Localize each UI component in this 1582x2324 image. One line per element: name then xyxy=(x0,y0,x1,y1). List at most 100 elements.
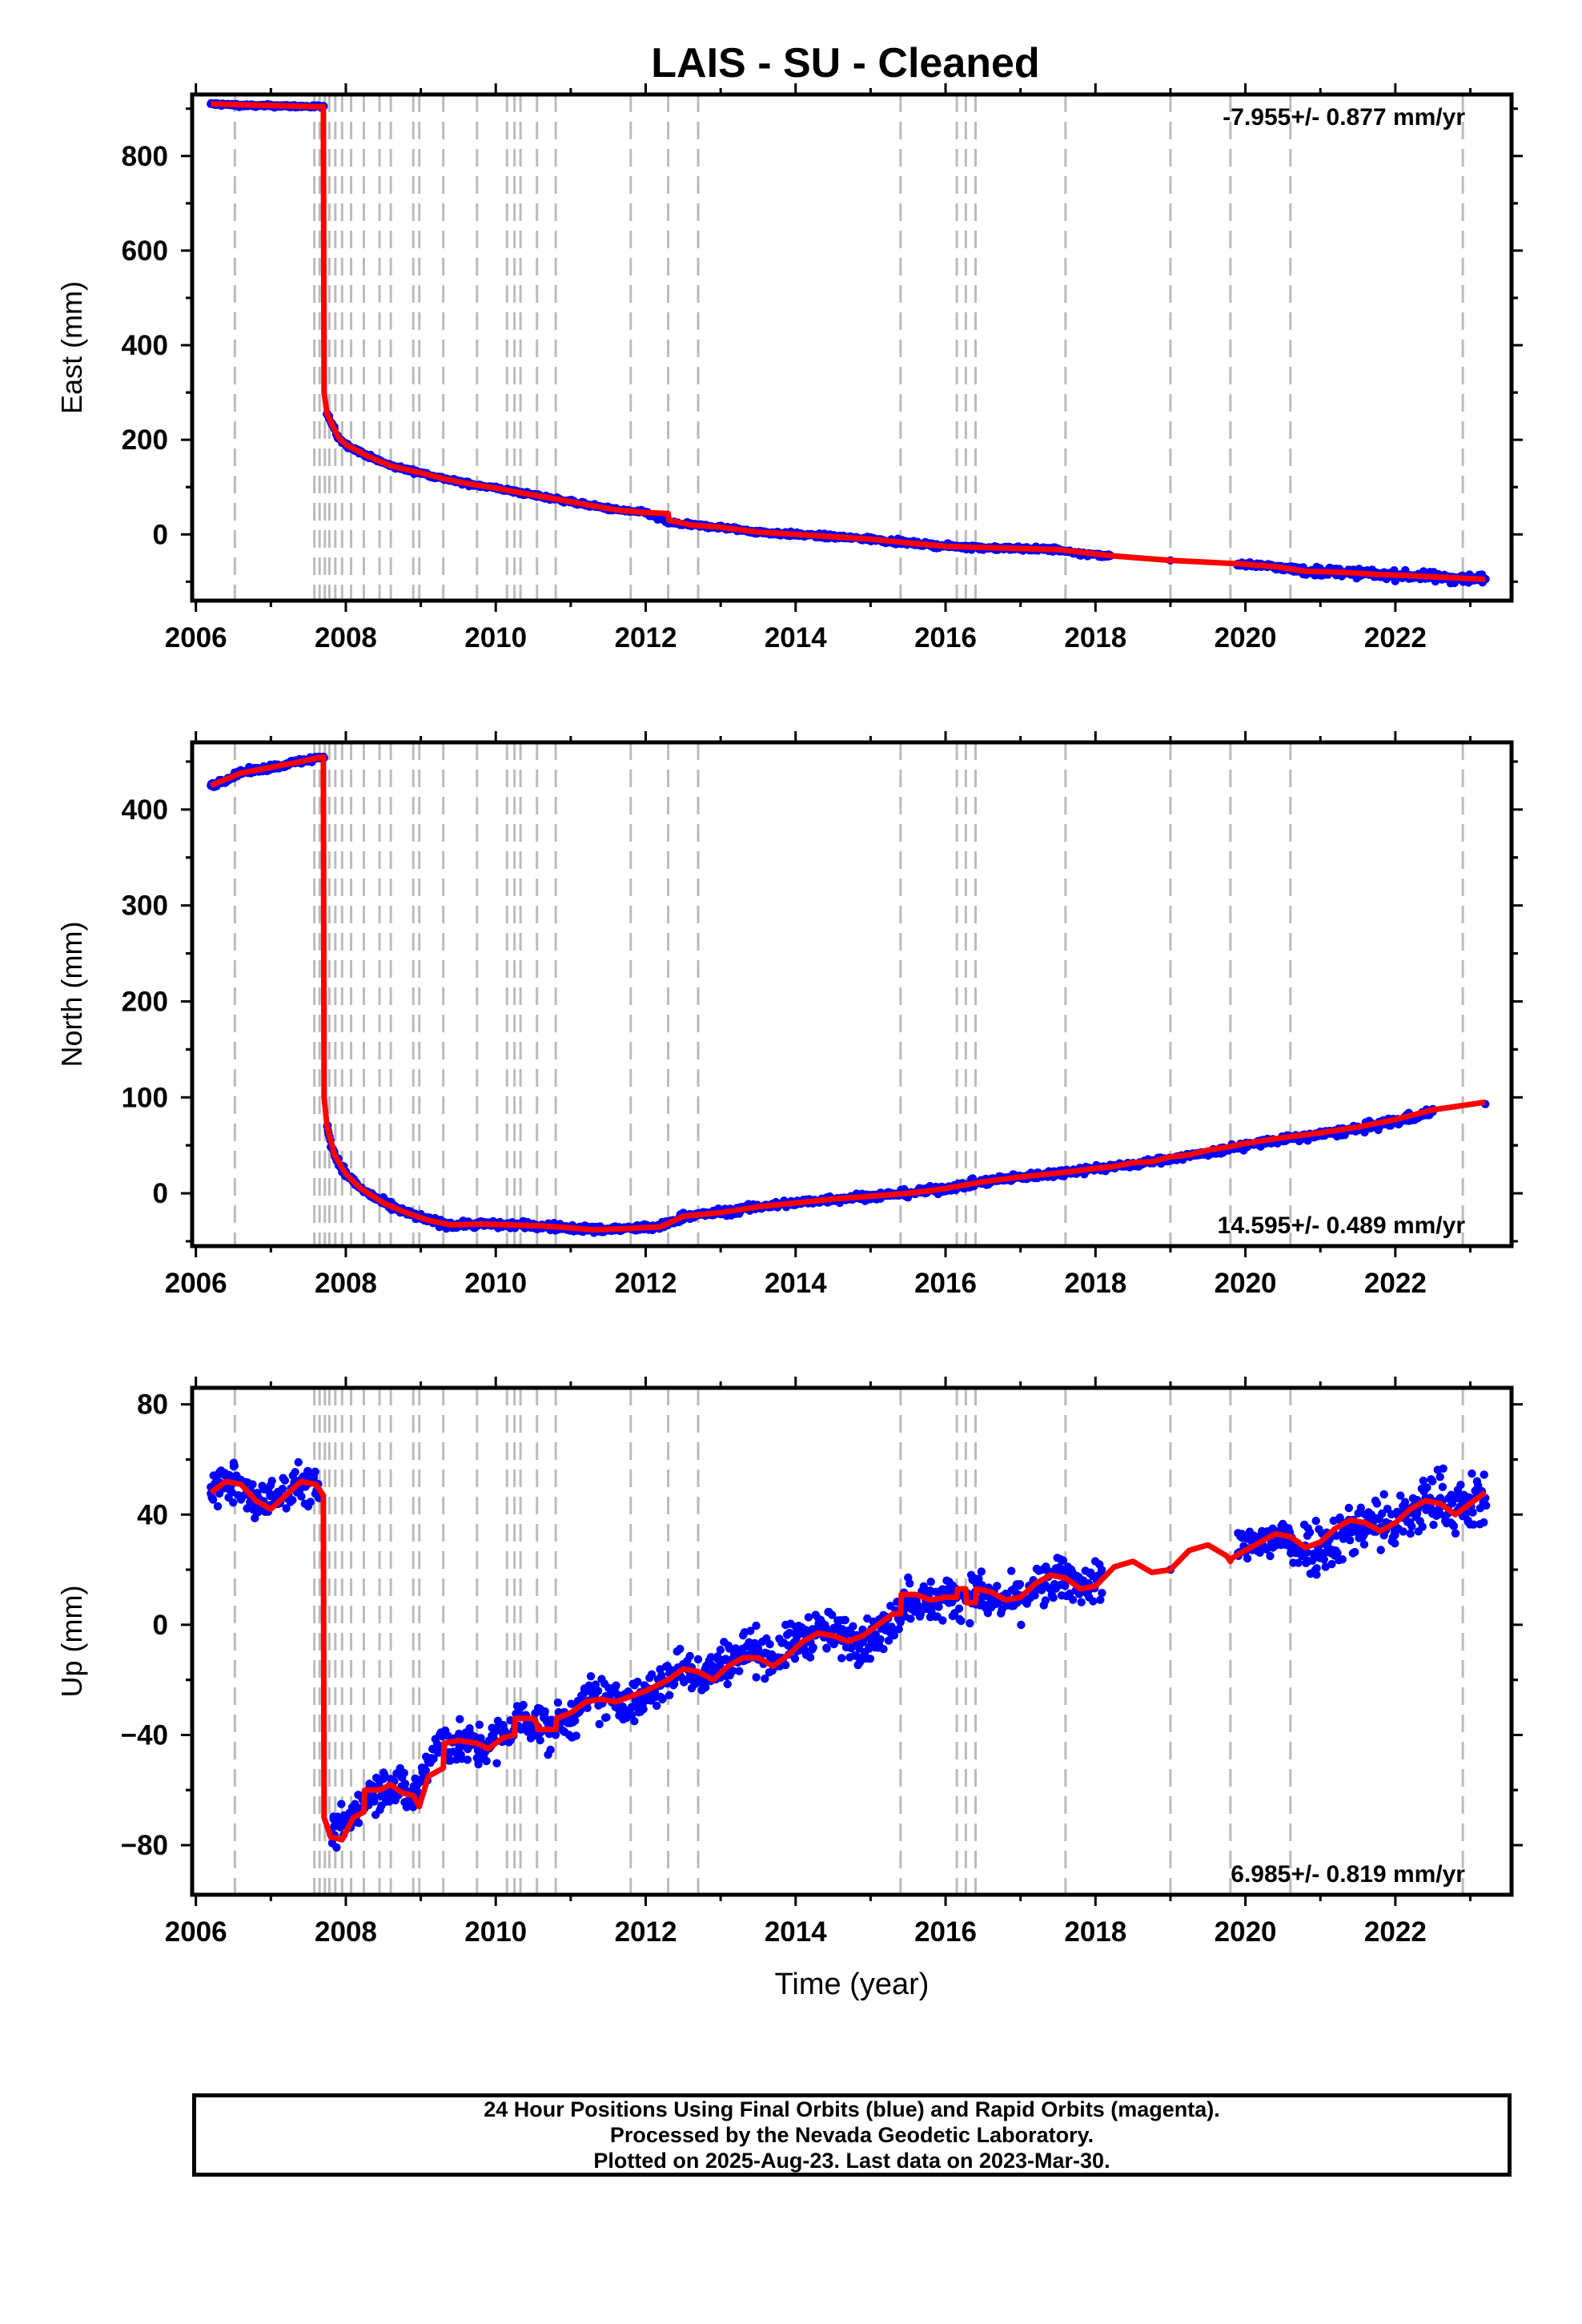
data-point xyxy=(1359,1540,1369,1549)
data-point xyxy=(805,1653,815,1662)
data-point xyxy=(957,1616,966,1626)
velocity-annotation: 14.595+/- 0.489 mm/yr xyxy=(1218,1212,1466,1239)
data-point xyxy=(1309,1550,1319,1558)
data-point xyxy=(1368,1515,1377,1525)
data-point xyxy=(1396,1491,1405,1500)
data-point xyxy=(429,1754,438,1763)
data-point xyxy=(1391,1539,1399,1548)
data-point xyxy=(879,1645,888,1654)
velocity-annotation: 6.985+/- 0.819 mm/yr xyxy=(1231,1861,1465,1888)
x-tick-label: 2010 xyxy=(464,1916,527,1948)
data-point xyxy=(456,1715,464,1723)
data-point xyxy=(905,1579,914,1588)
data-point xyxy=(1356,1503,1366,1512)
data-point xyxy=(546,1745,555,1755)
data-point xyxy=(652,1701,661,1711)
data-point xyxy=(1319,1555,1329,1564)
data-point xyxy=(1428,1477,1437,1486)
y-tick-label: 400 xyxy=(122,794,168,826)
data-point xyxy=(809,1643,817,1652)
caption-line-3: Plotted on 2025-Aug-23. Last data on 202… xyxy=(593,2149,1110,2173)
data-point xyxy=(1429,1520,1438,1530)
data-point xyxy=(297,1492,306,1501)
data-point xyxy=(639,1705,648,1714)
data-point xyxy=(676,1644,685,1654)
observation-points xyxy=(207,1458,1491,1852)
data-point xyxy=(583,1703,592,1712)
model-fit-line xyxy=(209,1478,1488,1843)
data-point xyxy=(1464,1493,1473,1502)
data-point xyxy=(213,1502,223,1511)
data-point xyxy=(1061,1582,1070,1590)
data-point xyxy=(865,1655,875,1663)
data-point xyxy=(966,1618,974,1628)
data-point xyxy=(841,1615,850,1625)
data-point xyxy=(1406,1529,1415,1538)
velocity-annotation: -7.955+/- 0.877 mm/yr xyxy=(1223,104,1465,131)
y-tick-label: 80 xyxy=(137,1389,168,1421)
data-point xyxy=(723,1679,732,1689)
data-point xyxy=(881,1626,890,1634)
x-tick-label: 2022 xyxy=(1364,1916,1427,1948)
model-fit-line xyxy=(211,101,1486,582)
data-point xyxy=(906,1614,915,1623)
y-tick-label: 0 xyxy=(153,1178,168,1209)
data-point xyxy=(790,1655,800,1663)
data-point xyxy=(225,1470,234,1480)
up-panel: 2006 2008 2010 2012 2014 2016 2018 2020 2022 −80 −… xyxy=(55,1377,1523,2001)
data-point xyxy=(1329,1516,1339,1526)
x-tick-label: 2016 xyxy=(914,622,977,653)
figure-title: LAIS - SU - Cleaned xyxy=(651,40,1039,86)
x-tick-label: 2010 xyxy=(464,622,527,653)
data-point xyxy=(474,1760,483,1769)
y-tick-label: 0 xyxy=(153,519,168,550)
data-point xyxy=(1480,1518,1488,1527)
data-point xyxy=(1376,1546,1385,1554)
data-point xyxy=(421,1766,430,1775)
data-point xyxy=(463,1755,472,1764)
data-point xyxy=(1041,1596,1050,1605)
data-point xyxy=(475,1720,484,1729)
data-point xyxy=(994,1598,1002,1607)
data-point xyxy=(729,1667,737,1675)
x-tick-label: 2010 xyxy=(464,1268,527,1299)
data-point xyxy=(1096,1595,1105,1605)
data-point xyxy=(1007,1566,1016,1575)
data-point xyxy=(618,1703,628,1711)
data-point xyxy=(781,1661,790,1670)
y-tick-label: 200 xyxy=(122,986,168,1017)
data-point xyxy=(630,1717,639,1726)
data-point xyxy=(278,1484,287,1494)
data-point xyxy=(1266,1551,1275,1561)
data-point xyxy=(612,1681,620,1690)
data-point xyxy=(208,1495,218,1504)
x-tick-label: 2022 xyxy=(1364,622,1427,653)
east-panel: 2006 2008 2010 2012 2014 2016 2018 2020 2022 0 200… xyxy=(55,83,1523,653)
x-tick-label: 2018 xyxy=(1064,622,1126,653)
y-tick-label: −80 xyxy=(121,1830,168,1861)
data-point xyxy=(337,1799,346,1808)
data-point xyxy=(1468,1508,1477,1517)
x-tick-label: 2016 xyxy=(914,1268,977,1299)
data-point xyxy=(761,1675,769,1683)
data-point xyxy=(1015,1580,1025,1589)
x-tick-label: 2008 xyxy=(315,1916,377,1948)
x-tick-label: 2020 xyxy=(1215,622,1277,653)
data-point xyxy=(553,1698,563,1707)
data-point xyxy=(229,1498,238,1507)
data-point xyxy=(1346,1536,1355,1545)
data-point xyxy=(1435,1494,1445,1502)
caption-line-1: 24 Hour Positions Using Final Orbits (bl… xyxy=(484,2097,1220,2121)
x-tick-label: 2012 xyxy=(615,622,677,653)
data-point xyxy=(804,1613,813,1622)
data-point xyxy=(432,1744,440,1753)
data-point xyxy=(1017,1620,1026,1630)
data-point xyxy=(1049,1593,1058,1602)
data-point xyxy=(685,1651,694,1661)
data-point xyxy=(591,1680,600,1689)
observation-points xyxy=(207,752,1490,1237)
data-point xyxy=(1439,1464,1447,1474)
data-point xyxy=(849,1622,857,1630)
data-point xyxy=(752,1621,761,1630)
data-point xyxy=(593,1687,603,1695)
